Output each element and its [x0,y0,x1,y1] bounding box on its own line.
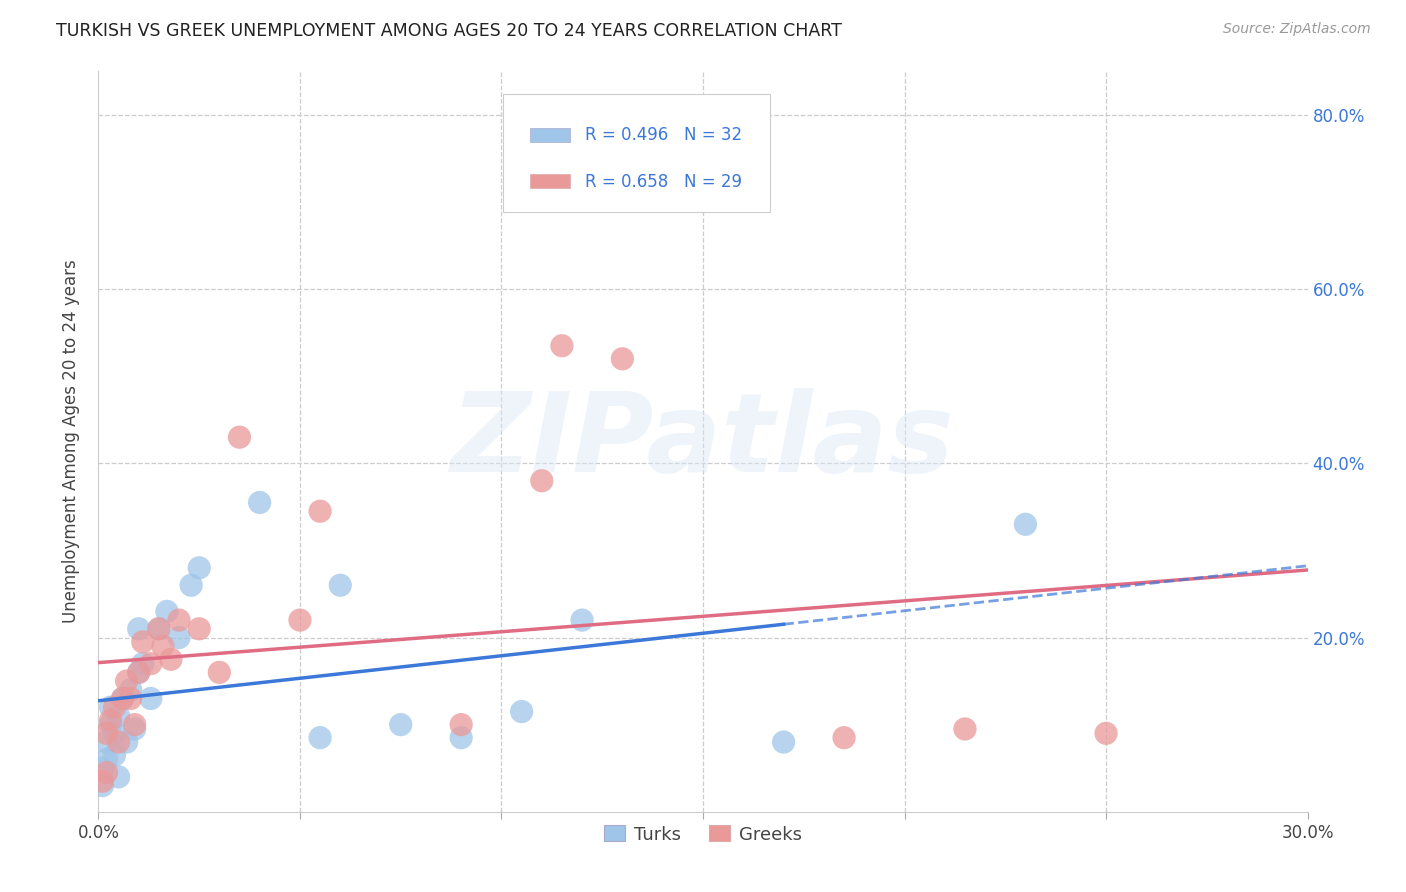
Point [100,717,122,731]
Point [128,665,150,680]
Point [128,665,150,680]
Point [530,474,553,488]
Point [103,700,125,714]
Point [167,631,190,645]
Point [139,691,162,706]
Point [100,713,122,727]
Point [148,622,170,636]
Point [91,761,114,775]
Point [132,657,155,671]
Point [180,578,202,592]
Point [249,495,271,509]
Point [132,635,155,649]
Point [115,735,138,749]
FancyBboxPatch shape [503,94,769,212]
Point [103,726,125,740]
Point [103,748,125,763]
Point [208,665,231,680]
Point [120,682,142,697]
Point [128,622,150,636]
Point [309,731,332,745]
Point [228,430,250,444]
Point [160,652,183,666]
Point [139,657,162,671]
Text: R = 0.658   N = 29: R = 0.658 N = 29 [585,173,741,191]
Point [571,613,593,627]
Point [152,639,174,653]
Point [91,774,114,789]
Point [100,700,122,714]
Point [111,691,134,706]
Point [107,735,129,749]
Point [107,709,129,723]
Point [450,731,472,745]
Point [1014,517,1036,532]
Point [167,613,190,627]
Point [1095,726,1118,740]
Point [450,717,472,731]
Text: ZIPatlas: ZIPatlas [451,388,955,495]
Point [115,674,138,689]
Text: Source: ZipAtlas.com: Source: ZipAtlas.com [1223,22,1371,37]
Point [288,613,311,627]
Point [832,731,855,745]
Point [156,604,179,618]
Y-axis label: Unemployment Among Ages 20 to 24 years: Unemployment Among Ages 20 to 24 years [62,260,80,624]
Point [96,765,118,780]
FancyBboxPatch shape [530,175,569,188]
Point [329,578,352,592]
Point [120,691,142,706]
Point [188,622,211,636]
Point [188,561,211,575]
Text: R = 0.496   N = 32: R = 0.496 N = 32 [585,126,741,145]
Point [148,622,170,636]
Point [510,705,533,719]
Point [124,717,146,731]
Point [111,691,134,706]
Point [612,351,634,366]
Point [107,770,129,784]
Point [91,779,114,793]
Point [124,722,146,736]
Point [389,717,412,731]
Point [96,726,118,740]
FancyBboxPatch shape [530,128,569,142]
Point [96,735,118,749]
Point [551,339,574,353]
Point [772,735,794,749]
Point [309,504,332,518]
Point [96,752,118,766]
Point [953,722,976,736]
Text: TURKISH VS GREEK UNEMPLOYMENT AMONG AGES 20 TO 24 YEARS CORRELATION CHART: TURKISH VS GREEK UNEMPLOYMENT AMONG AGES… [56,22,842,40]
Legend: Turks, Greeks: Turks, Greeks [596,818,810,851]
